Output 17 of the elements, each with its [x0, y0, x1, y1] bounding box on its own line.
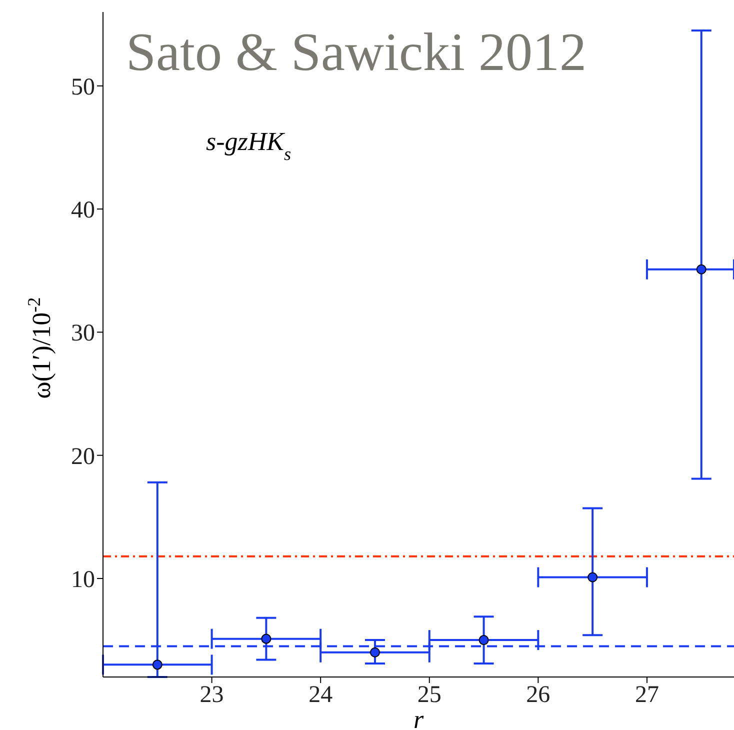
x-tick-label: 24 — [308, 682, 333, 708]
annotation: Sato & Sawicki 2012 — [126, 22, 586, 82]
annotation: s-gzHK$_{s}$ — [206, 127, 292, 164]
y-tick-label: 10 — [71, 567, 95, 593]
y-tick-label: 20 — [71, 444, 95, 470]
y-tick-label: 30 — [71, 320, 95, 347]
point — [152, 660, 162, 670]
y-tick-label: 50 — [71, 74, 95, 100]
point — [696, 264, 706, 274]
point — [261, 634, 272, 644]
x-tick-label: 23 — [200, 682, 224, 708]
point — [478, 635, 489, 646]
point — [370, 647, 380, 658]
y-tick-label: 40 — [71, 198, 95, 224]
x-tick-label: 27 — [634, 682, 659, 708]
point — [588, 572, 598, 582]
x-tick-label: 26 — [526, 682, 550, 708]
